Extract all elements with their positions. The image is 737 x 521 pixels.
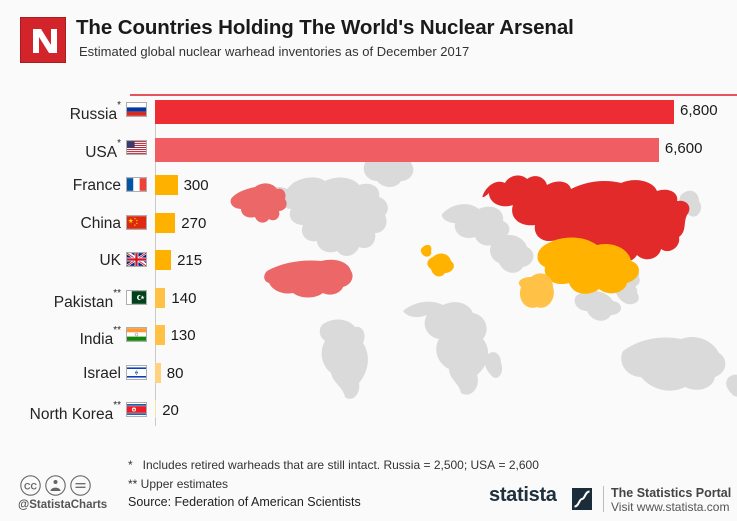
svg-text:CC: CC	[24, 481, 37, 491]
